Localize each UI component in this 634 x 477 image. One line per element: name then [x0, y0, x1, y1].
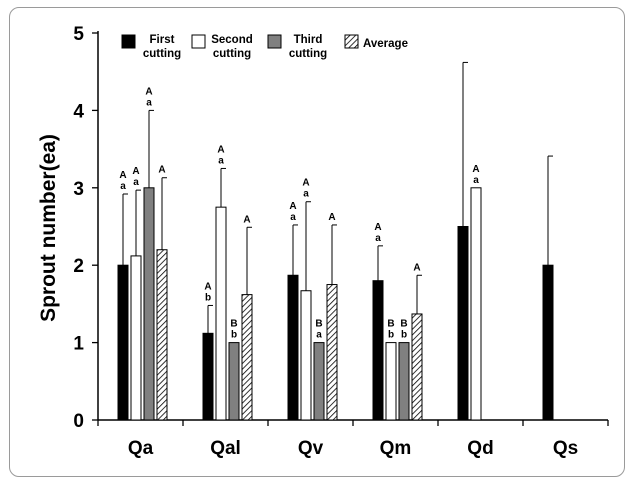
bar [398, 342, 410, 421]
bar [287, 274, 299, 421]
bar [372, 280, 384, 421]
significance-label: b [205, 292, 211, 303]
legend-swatch [344, 34, 359, 49]
x-category-label: Qs [553, 438, 578, 459]
significance-label: a [290, 212, 296, 223]
legend-label: cutting [143, 48, 181, 60]
significance-label: a [316, 330, 322, 341]
significance-label: a [303, 189, 309, 200]
significance-label: A [119, 170, 126, 181]
bar [542, 264, 554, 421]
significance-label: b [401, 330, 407, 341]
y-tick-label: 3 [73, 179, 84, 200]
bar [300, 290, 312, 421]
x-category-label: Qal [210, 438, 241, 459]
legend-swatch [121, 34, 136, 49]
significance-label: B [400, 319, 407, 330]
legend-label: cutting [289, 48, 327, 60]
significance-label: a [146, 97, 152, 108]
significance-label: b [388, 330, 394, 341]
legend-swatch [191, 34, 206, 49]
significance-label: A [243, 214, 250, 225]
significance-label: A [328, 212, 335, 223]
x-category-label: Qv [298, 438, 324, 459]
bar [411, 313, 423, 421]
significance-label: A [132, 166, 139, 177]
x-category-label: Qa [128, 438, 154, 459]
significance-label: A [413, 262, 420, 273]
bar [313, 342, 325, 421]
significance-label: a [375, 233, 381, 244]
significance-label: a [133, 177, 139, 188]
significance-label: A [374, 222, 381, 233]
y-tick-label: 5 [73, 24, 84, 45]
y-axis-label: Sprout number(ea) [37, 134, 60, 322]
legend-label: Average [363, 38, 408, 50]
significance-label: A [302, 178, 309, 189]
bar [143, 187, 155, 421]
bar [457, 226, 469, 421]
bar [385, 342, 397, 421]
significance-label: B [387, 319, 394, 330]
bar [241, 294, 253, 421]
x-category-label: Qm [380, 438, 412, 459]
bar [470, 187, 482, 421]
significance-label: a [120, 181, 126, 192]
significance-label: A [204, 281, 211, 292]
legend-label: Second [211, 34, 253, 46]
bar [202, 332, 214, 421]
significance-label: A [472, 164, 479, 175]
y-tick-label: 2 [73, 256, 84, 277]
significance-label: a [473, 175, 479, 186]
y-tick-label: 4 [73, 101, 84, 122]
significance-label: A [145, 86, 152, 97]
significance-label: B [315, 319, 322, 330]
significance-label: B [230, 319, 237, 330]
x-category-label: Qd [467, 438, 493, 459]
significance-label: A [158, 165, 165, 176]
bar [156, 249, 168, 421]
y-tick-label: 0 [73, 411, 84, 432]
significance-label: A [289, 201, 296, 212]
significance-label: a [218, 155, 224, 166]
legend-swatch [267, 34, 282, 49]
y-tick-label: 1 [73, 334, 84, 355]
bar [130, 255, 142, 421]
bar [326, 284, 338, 421]
bar [215, 206, 227, 421]
legend-label: First [150, 34, 175, 46]
legend-label: Third [294, 34, 323, 46]
significance-label: b [231, 330, 237, 341]
bar [117, 264, 129, 421]
bar [228, 342, 240, 421]
significance-label: A [217, 144, 224, 155]
legend-label: cutting [213, 48, 251, 60]
